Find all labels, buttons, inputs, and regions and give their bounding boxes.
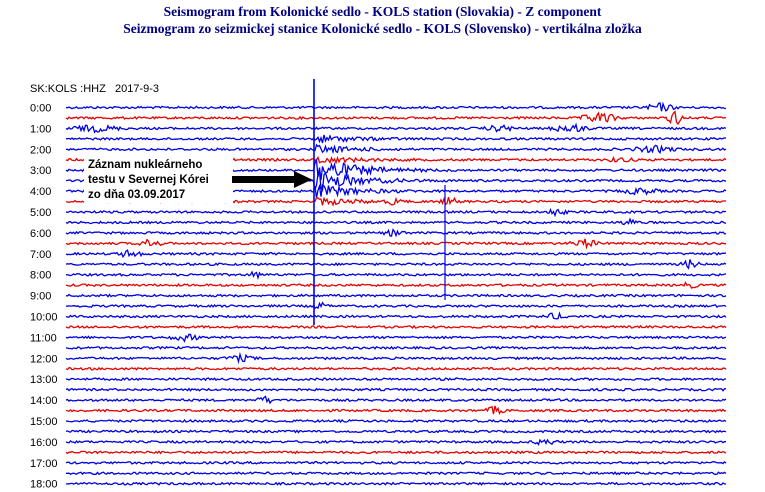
trace-row-27 [65, 387, 727, 392]
hour-label: 12:00 [30, 353, 58, 365]
station-label: SK:KOLS :HHZ [30, 83, 106, 95]
hour-label: 17:00 [30, 458, 58, 470]
hour-label: 7:00 [30, 249, 51, 261]
hour-label: 1:00 [30, 123, 51, 135]
hour-label: 10:00 [30, 312, 58, 324]
hour-label: 5:00 [30, 207, 51, 219]
trace-row-4 [66, 143, 727, 155]
annotation-arrow-shaft [232, 176, 294, 183]
trace-row-19 [65, 301, 727, 310]
hour-label: 11:00 [30, 332, 57, 344]
trace-row-16 [65, 270, 727, 280]
hour-label: 9:00 [30, 291, 51, 303]
chart-title-english: Seismogram from Kolonické sedlo - KOLS s… [163, 4, 602, 19]
trace-row-0 [65, 101, 727, 112]
hour-label: 3:00 [30, 165, 51, 177]
trace-row-22 [65, 333, 727, 343]
hour-label: 14:00 [30, 395, 58, 407]
trace-row-32 [65, 438, 726, 446]
hour-label: 6:00 [30, 228, 51, 240]
trace-row-28 [65, 395, 727, 405]
trace-row-3 [65, 134, 727, 144]
trace-row-11 [65, 217, 727, 226]
annotation-box [84, 153, 233, 203]
hour-label: 16:00 [30, 437, 58, 449]
annotation-line-2: testu v Severnej Kórei [88, 174, 209, 186]
trace-row-21 [65, 324, 727, 329]
trace-row-12 [65, 228, 727, 238]
trace-row-30 [65, 418, 727, 424]
trace-row-13 [65, 238, 726, 250]
trace-row-2 [65, 122, 727, 134]
trace-row-35 [66, 471, 727, 476]
trace-row-34 [65, 460, 727, 465]
trace-row-1 [65, 110, 727, 126]
trace-row-24 [65, 351, 727, 365]
trace-row-31 [65, 429, 727, 434]
annotation-line-3: zo dňa 03.09.2017 [88, 189, 185, 201]
trace-row-23 [65, 345, 727, 351]
hour-label: 2:00 [30, 144, 51, 156]
hour-label: 0:00 [30, 103, 51, 115]
seismogram-traces [65, 79, 727, 492]
hour-label: 8:00 [30, 270, 51, 282]
annotation-line-1: Záznam nukleárneho [88, 159, 202, 171]
trace-row-25 [65, 366, 727, 371]
hour-label: 4:00 [30, 186, 51, 198]
trace-row-18 [65, 293, 727, 298]
trace-row-33 [65, 450, 727, 455]
trace-row-10 [65, 207, 727, 218]
hour-labels: 0:00 1:00 2:00 3:00 4:00 5:00 6:00 7:00 8:00 9:00… [30, 103, 58, 491]
trace-row-15 [65, 259, 727, 270]
trace-row-36 [65, 481, 727, 486]
trace-row-14 [65, 249, 727, 259]
hour-label: 15:00 [30, 416, 58, 428]
date-label: 2017-9-3 [115, 83, 159, 95]
trace-row-29 [65, 405, 727, 416]
nuclear-test-annotation: Záznam nukleárneho testu v Severnej Kóre… [84, 153, 312, 203]
trace-row-26 [65, 377, 727, 382]
chart-title-slovak: Seizmogram zo seizmickej stanice Kolonic… [123, 21, 642, 36]
trace-row-20 [65, 311, 727, 320]
hour-label: 18:00 [30, 479, 58, 491]
trace-row-17 [65, 281, 727, 289]
hour-label: 13:00 [30, 374, 58, 386]
annotation-arrow-head [294, 171, 312, 188]
